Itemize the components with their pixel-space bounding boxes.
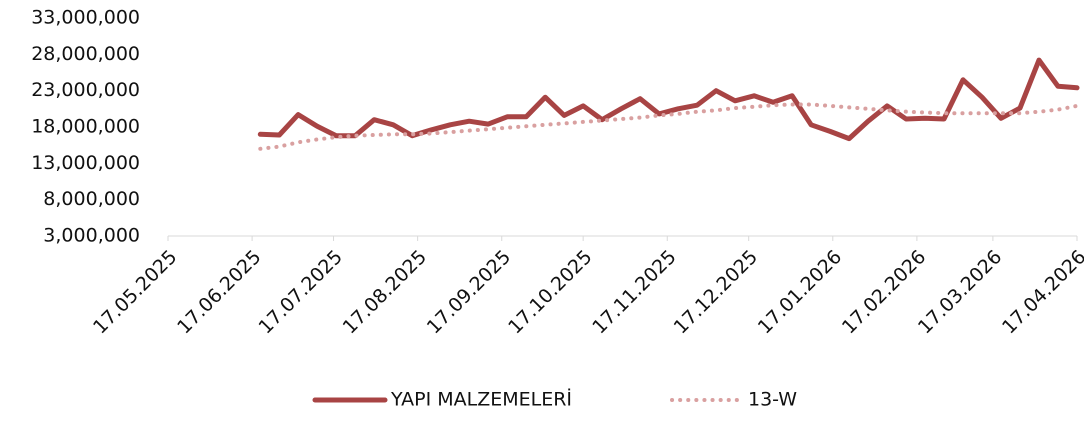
x-tick-label: 17.09.2025	[423, 246, 515, 338]
x-tick-label: 17.01.2026	[754, 246, 846, 338]
x-tick-label: 17.12.2025	[670, 246, 762, 338]
legend-label: 13-W	[748, 389, 797, 411]
y-tick-label: 18,000,000	[31, 116, 140, 138]
y-tick-label: 8,000,000	[43, 188, 140, 210]
y-tick-label: 13,000,000	[31, 152, 140, 174]
x-tick-label: 17.10.2025	[504, 246, 596, 338]
x-tick-label: 17.04.2026	[998, 246, 1084, 338]
y-tick-label: 33,000,000	[31, 7, 140, 29]
y-tick-label: 3,000,000	[43, 225, 140, 247]
x-tick-label: 17.06.2025	[173, 246, 265, 338]
x-tick-label: 17.07.2025	[254, 246, 346, 338]
series-line	[258, 102, 1079, 151]
y-tick-label: 23,000,000	[31, 79, 140, 101]
series-line	[257, 57, 1080, 142]
y-tick-label: 28,000,000	[31, 43, 140, 65]
legend-label: YAPI MALZEMELERİ	[390, 388, 572, 411]
x-tick-label: 17.08.2025	[339, 246, 431, 338]
x-tick-label: 17.11.2025	[588, 246, 680, 338]
x-tick-label: 17.05.2025	[89, 246, 181, 338]
